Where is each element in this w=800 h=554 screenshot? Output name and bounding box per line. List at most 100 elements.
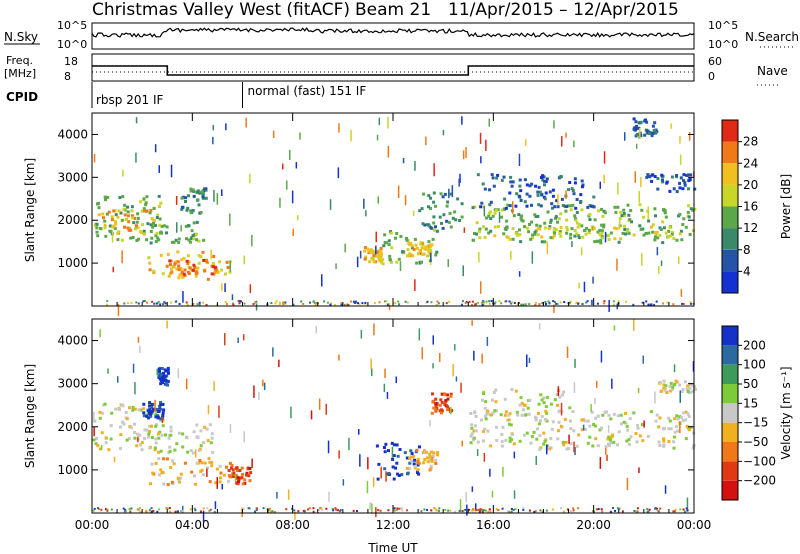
data-cell: [432, 221, 436, 225]
data-cell: [597, 209, 600, 213]
noise-cell: [359, 454, 361, 467]
data-cell: [676, 380, 680, 384]
data-cell: [195, 220, 199, 224]
noise-cell: [580, 247, 583, 256]
data-cell: [119, 211, 123, 215]
data-cell: [167, 436, 171, 440]
data-cell: [662, 226, 666, 230]
data-cell: [539, 393, 543, 397]
data-cell: [497, 225, 500, 228]
data-cell: [549, 218, 553, 222]
data-cell: [162, 371, 165, 375]
data-cell: [162, 482, 166, 486]
data-cell: [479, 205, 483, 209]
data-cell: [583, 229, 587, 233]
data-cell: [660, 173, 664, 177]
noise-cell: [137, 436, 139, 443]
data-cell: [483, 427, 487, 431]
data-cell: [122, 422, 126, 426]
data-cell: [492, 184, 496, 188]
data-cell: [515, 410, 519, 414]
noise-cell: [224, 283, 226, 293]
noise-cell: [262, 379, 264, 387]
data-cell: [393, 443, 396, 447]
data-cell: [595, 239, 599, 243]
data-cell: [119, 446, 122, 450]
data-cell: [592, 423, 596, 426]
data-cell: [542, 179, 546, 183]
data-cell: [519, 189, 523, 193]
noise-cell: [158, 165, 160, 173]
data-cell: [152, 222, 155, 225]
data-cell: [599, 241, 603, 245]
data-cell: [139, 230, 143, 234]
data-cell: [372, 260, 376, 264]
data-cell: [148, 268, 152, 272]
data-cell: [153, 448, 157, 452]
ground-cell: [122, 507, 125, 510]
data-cell: [588, 213, 592, 216]
data-cell: [472, 436, 476, 440]
data-cell: [520, 413, 524, 417]
noise-cell: [553, 120, 555, 129]
data-cell: [536, 427, 539, 431]
noise-cell: [432, 335, 434, 345]
data-cell: [202, 473, 205, 477]
data-cell: [673, 430, 677, 434]
data-cell: [171, 459, 175, 463]
data-cell: [623, 224, 626, 228]
noise-cell: [365, 210, 367, 217]
velocity-cells: [92, 319, 697, 522]
data-cell: [117, 230, 121, 234]
noise-cell: [367, 457, 369, 470]
data-cell: [684, 410, 688, 414]
ground-cell: [398, 303, 401, 306]
data-cell: [489, 200, 493, 204]
data-cell: [508, 436, 512, 440]
ground-cell: [689, 302, 692, 305]
data-cell: [649, 410, 653, 414]
data-cell: [640, 208, 644, 212]
ground-cell: [489, 510, 492, 513]
data-cell: [441, 226, 445, 230]
data-cell: [193, 233, 197, 237]
data-cell: [159, 403, 163, 407]
ground-cell: [356, 510, 358, 512]
data-cell: [428, 457, 432, 461]
data-cell: [197, 239, 201, 243]
data-cell: [129, 426, 133, 430]
colorbar-segment: [722, 480, 738, 500]
data-cell: [489, 413, 493, 417]
ground-cell: [581, 303, 584, 305]
ground-cell: [198, 301, 201, 304]
data-cell: [164, 381, 168, 385]
data-cell: [615, 227, 619, 231]
data-cell: [129, 228, 133, 232]
data-cell: [619, 210, 623, 214]
ground-cell: [237, 300, 240, 303]
data-cell: [662, 437, 666, 441]
data-cell: [139, 408, 143, 412]
data-cell: [149, 414, 153, 418]
data-cell: [544, 405, 548, 409]
data-cell: [688, 386, 692, 390]
data-cell: [249, 471, 253, 475]
data-cell: [419, 242, 423, 246]
data-cell: [552, 226, 556, 230]
data-cell: [540, 235, 544, 239]
noise-cell: [315, 326, 317, 334]
ground-cell: [479, 509, 482, 512]
data-cell: [581, 183, 585, 187]
data-cell: [689, 390, 693, 394]
data-cell: [423, 449, 426, 453]
data-cell: [600, 231, 604, 235]
ground-cell: [625, 300, 628, 303]
data-cell: [454, 218, 458, 222]
data-cell: [505, 219, 509, 223]
noise-cell: [402, 158, 405, 164]
data-cell: [523, 225, 527, 229]
data-cell: [148, 446, 152, 450]
data-cell: [635, 440, 639, 444]
data-cell: [460, 215, 464, 219]
data-cell: [125, 218, 129, 221]
